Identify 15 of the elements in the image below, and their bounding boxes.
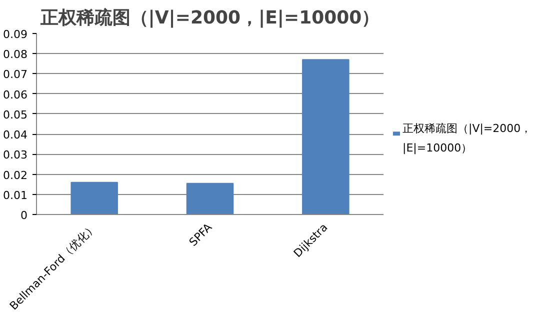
y-tick-label: 0.03 bbox=[3, 148, 28, 162]
y-tick-label: 0.01 bbox=[3, 188, 28, 202]
y-tick-label: 0.07 bbox=[3, 68, 28, 82]
bar bbox=[70, 182, 118, 214]
y-tick-label: 0.08 bbox=[3, 48, 28, 62]
y-tick-label: 0.06 bbox=[3, 88, 28, 102]
bar bbox=[186, 182, 234, 214]
y-tick-label: 0.04 bbox=[3, 128, 28, 142]
chart-title: 正权稀疏图（|V|=2000，|E|=10000） bbox=[39, 8, 380, 28]
y-tick-label: 0.02 bbox=[3, 168, 28, 182]
legend-label: 正权稀疏图（|V|=2000，|E|=10000） bbox=[402, 122, 532, 154]
y-tick-label: 0 bbox=[20, 209, 28, 222]
y-tick-label: 0.09 bbox=[3, 28, 28, 41]
y-tick-label: 0.05 bbox=[3, 108, 28, 122]
bar bbox=[302, 59, 350, 214]
